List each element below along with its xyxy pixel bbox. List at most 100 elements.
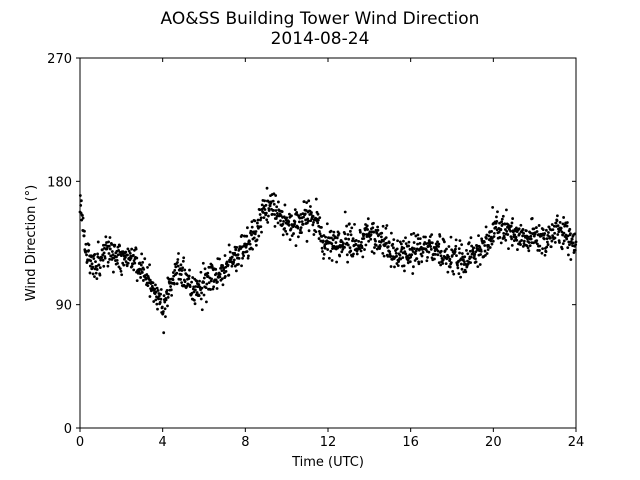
data-point [144,277,148,280]
data-point [91,272,95,276]
x-axis-label: Time (UTC) [291,455,364,470]
data-point [131,253,135,257]
data-point [154,298,158,302]
data-point [258,213,262,216]
data-point [459,257,463,261]
data-point [529,237,533,241]
data-point [210,277,213,281]
data-point [311,223,315,227]
x-tick-label: 0 [76,435,84,450]
data-point [135,256,139,260]
data-point [321,239,325,243]
data-point [556,214,559,218]
data-point [309,205,312,208]
data-point [218,257,221,261]
data-point [543,232,547,235]
data-point [395,262,399,265]
data-point [521,227,525,231]
data-point [325,222,329,226]
data-point [361,255,365,259]
data-point [110,250,114,253]
data-point [203,267,207,271]
data-point [461,255,465,259]
data-point [284,229,288,233]
data-point [96,240,100,244]
data-point [519,243,522,246]
data-point [126,253,129,257]
data-point [337,232,341,235]
data-point [304,218,308,222]
data-point [491,239,495,243]
data-point [483,244,487,247]
data-point [195,291,199,294]
data-point [468,249,472,253]
data-point [421,250,425,254]
data-point [275,211,279,215]
data-point [109,254,113,258]
data-point [329,229,333,233]
data-point [466,252,470,256]
data-point [267,209,271,212]
data-point [474,257,477,261]
data-point [299,228,302,232]
data-point [322,257,325,260]
data-point [322,252,326,256]
data-point [294,244,298,248]
data-point [360,246,364,250]
data-point [418,237,422,241]
data-point [195,279,199,283]
data-point [205,300,208,304]
data-point [298,220,301,224]
data-point [97,263,101,267]
data-point [407,240,411,244]
data-point [290,214,293,218]
data-point [300,231,303,234]
data-point [357,239,361,243]
data-point [364,243,368,247]
data-point [182,256,186,260]
data-point [88,264,92,268]
data-point [91,265,95,269]
data-point [227,243,231,247]
data-point [202,276,206,280]
data-point [396,264,400,267]
data-point [192,290,196,294]
data-point [138,272,142,276]
data-point [509,224,513,228]
data-point [355,252,359,256]
data-point [399,242,403,246]
data-point [492,235,496,238]
data-point [492,232,496,235]
data-point [104,243,107,247]
data-point [127,249,131,253]
data-point [348,229,352,233]
data-point [343,246,346,249]
data-point [105,246,109,250]
chart-subtitle: 2014-08-24 [271,29,370,49]
data-point [433,257,436,261]
data-point [375,231,379,235]
data-point [193,302,197,306]
data-point [499,228,503,232]
data-point [412,231,416,235]
y-tick-label: 90 [55,299,72,314]
data-point [271,212,274,216]
data-point [363,248,366,251]
data-point [155,302,159,306]
data-point [101,258,105,262]
data-point [516,248,519,251]
data-point [257,234,261,238]
x-tick-label: 16 [402,435,419,450]
data-point [347,222,351,226]
data-point [246,226,249,230]
data-point [402,246,406,250]
data-point [289,227,293,231]
data-point [444,262,448,266]
data-point [293,220,297,224]
data-point [541,228,545,232]
data-point [487,234,491,238]
data-point [409,232,413,236]
data-point [502,232,506,235]
data-point [305,201,309,205]
data-point [246,242,250,246]
